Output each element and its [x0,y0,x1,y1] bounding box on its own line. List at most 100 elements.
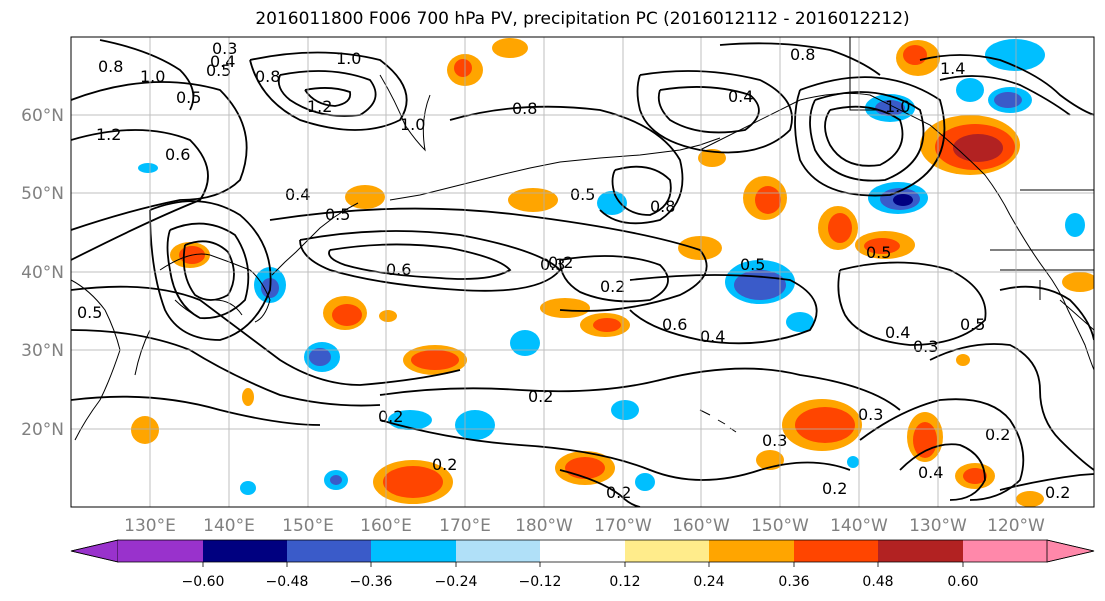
colorbar-outline [70,539,1095,563]
contour-label: 0.2 [432,455,457,474]
contour-label: 0.6 [165,145,190,164]
colorbar-segment [794,540,878,562]
map-frame [70,36,1095,508]
contour-label: 0.3 [212,39,237,58]
contour-label: 0.5 [77,303,102,322]
contour-label: 0.2 [600,277,625,296]
colorbar-segment [456,540,540,562]
contour-label: 0.6 [386,260,411,279]
colorbar-tick-label: 0.24 [693,574,724,590]
colorbar-tick-label: −0.36 [350,574,393,590]
alaska-coast [699,92,1011,216]
contour-label: 0.5 [570,185,595,204]
contour-label: 0.2 [606,483,631,502]
contour-label: 0.8 [255,67,280,86]
gridlines [71,37,1094,507]
latitude-labels: 60°N 50°N 40°N 30°N 20°N [21,106,64,440]
contour-label: 0.5 [960,315,985,334]
contour-label: 1.2 [307,97,332,116]
lon-label: 170°W [594,516,652,536]
lon-label: 160°E [360,516,412,536]
contour-label: 0.4 [700,327,725,346]
contour-label: 1.0 [336,49,361,68]
colorbar-tick-label: −0.24 [435,574,478,590]
contour-label: 0.8 [98,57,123,76]
contour-label: 1.4 [940,59,965,78]
lat-label: 50°N [21,184,64,204]
contour-label: 1.0 [885,97,910,116]
contour-label: 0.5 [325,205,350,224]
colorbar-tick-label: −0.12 [519,574,562,590]
colorbar-segment [963,540,1047,562]
shade-negative [138,39,1085,495]
contour-label: 0.5 [740,255,765,274]
contour-label: 0.2 [548,253,573,272]
lon-label: 130°W [909,516,967,536]
contour-label: 0.3 [913,337,938,356]
contour-label: 0.8 [512,99,537,118]
colorbar: −0.60 −0.48 −0.36 −0.24 −0.12 0.12 0.24 … [70,539,1095,590]
lon-label: 120°W [987,516,1045,536]
contour-label: 0.2 [822,479,847,498]
lon-label: 130°E [124,516,176,536]
colorbar-segment [287,540,371,562]
colorbar-segment [878,540,963,562]
contour-label: 0.4 [918,463,943,482]
na-west-coast [1009,214,1094,371]
na-borders [849,37,1094,331]
contour-label: 0.3 [858,405,883,424]
kamchatka-coast [379,74,431,152]
longitude-labels: 130°E 140°E 150°E 160°E 170°E 180°W 170°… [124,516,1045,536]
japan-coast [134,253,271,376]
contour-label: 0.8 [790,45,815,64]
contour-label: 0.5 [866,243,891,262]
contour-label: 1.0 [140,67,165,86]
contour-label: 0.2 [528,387,553,406]
colorbar-segment [70,539,119,563]
colorbar-tick-label: 0.48 [862,574,893,590]
lat-label: 40°N [21,263,64,283]
lon-label: 150°W [751,516,809,536]
pv-contours [71,39,1094,507]
colorbar-segment [709,540,794,562]
lat-label: 30°N [21,341,64,361]
contour-label: 1.2 [96,125,121,144]
lon-label: 150°E [282,516,334,536]
colorbar-segment [371,540,456,562]
colorbar-segment [203,540,287,562]
map-title: 2016011800 F006 700 hPa PV, precipitatio… [255,9,910,29]
colorbar-tick-label: 0.36 [778,574,809,590]
colorbar-tick-label: −0.60 [182,574,225,590]
contour-label: 0.3 [762,431,787,450]
contour-label: 0.4 [728,87,753,106]
contour-label: 0.6 [662,315,687,334]
aleutian-coast [389,137,721,201]
contour-label: 0.2 [378,407,403,426]
contour-label: 0.3 [540,255,565,274]
colorbar-ticks [202,562,964,567]
colorbar-tick-label: 0.60 [947,574,978,590]
colorbar-segment [625,540,709,562]
colorbar-segment [118,540,203,562]
contour-label: 0.2 [985,425,1010,444]
contour-label: 0.5 [206,61,231,80]
colorbar-segment [1046,539,1095,563]
contour-label: 0.4 [285,185,310,204]
lon-label: 140°W [830,516,888,536]
colorbar-tick-label: 0.12 [609,574,640,590]
contour-label: 0.5 [176,88,201,107]
colorbar-tick-label: −0.48 [266,574,309,590]
lat-label: 60°N [21,106,64,126]
contour-label: 1.0 [400,115,425,134]
lat-label: 20°N [21,420,64,440]
contour-label: 0.8 [650,197,675,216]
lon-label: 160°W [672,516,730,536]
lon-label: 180°W [515,516,573,536]
lon-label: 140°E [203,516,255,536]
contour-label: 0.4 [885,323,910,342]
contour-label: 0.2 [1045,483,1070,502]
lon-label: 170°E [439,516,491,536]
colorbar-segment [540,540,625,562]
